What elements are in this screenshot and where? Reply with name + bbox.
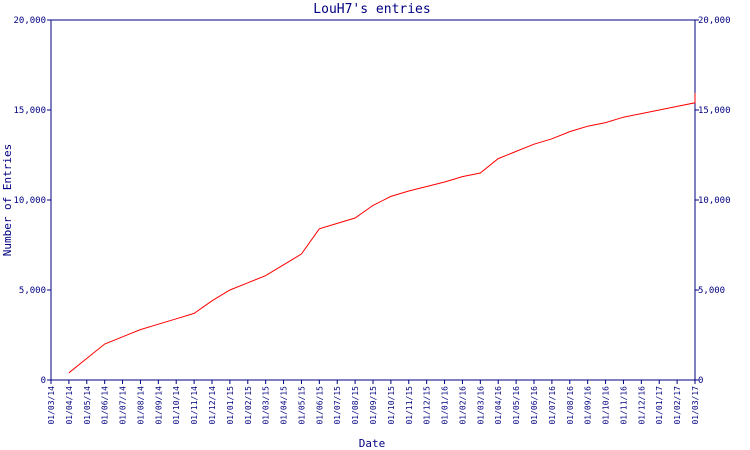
x-axis-label: Date [359, 437, 386, 450]
y-axis-label: Number of Entries [1, 144, 14, 257]
x-tick-label: 01/03/16 [476, 386, 485, 425]
x-tick-label: 01/02/16 [458, 386, 467, 425]
x-tick-label: 01/03/15 [262, 386, 271, 425]
y-tick-label-right: 15,000 [698, 106, 731, 116]
x-tick-label: 01/04/14 [65, 386, 74, 425]
x-tick-label: 01/10/14 [172, 386, 181, 425]
x-tick-label: 01/11/16 [619, 386, 628, 425]
x-tick-label: 01/06/14 [101, 386, 110, 425]
y-tick-label-left: 15,000 [13, 106, 46, 116]
y-tick-label-right: 0 [698, 376, 703, 386]
y-axis-left: 0 5,000 10,000 15,000 20,000 [13, 16, 51, 386]
y-tick-label-right: 20,000 [698, 16, 731, 26]
x-tick-label: 01/11/14 [190, 386, 199, 425]
x-tick-label: 01/10/15 [387, 386, 396, 425]
y-tick-label-left: 5,000 [19, 286, 46, 296]
series-line-entries [68, 92, 696, 374]
x-tick-label: 01/02/15 [244, 386, 253, 425]
chart-title: LouH7's entries [313, 2, 430, 17]
plot-area-frame [50, 19, 696, 381]
x-tick-label: 01/05/14 [83, 386, 92, 425]
x-tick-label: 01/12/16 [637, 386, 646, 425]
x-tick-label: 01/07/16 [548, 386, 557, 425]
x-tick-label: 01/06/15 [315, 386, 324, 425]
x-tick-label: 01/03/14 [47, 386, 56, 425]
x-tick-label: 01/09/15 [369, 386, 378, 425]
x-tick-label: 01/03/17 [691, 386, 700, 425]
y-tick-label-right: 5,000 [698, 286, 725, 296]
x-tick-label: 01/09/14 [154, 386, 163, 425]
y-tick-label-left: 20,000 [13, 16, 46, 26]
x-tick-label: 01/11/15 [405, 386, 414, 425]
x-tick-label: 01/05/15 [297, 386, 306, 425]
x-tick-label: 01/04/15 [280, 386, 289, 425]
x-tick-label: 01/10/16 [602, 386, 611, 425]
x-tick-label: 01/05/16 [512, 386, 521, 425]
x-tick-label: 01/04/16 [494, 386, 503, 425]
x-tick-label: 01/01/16 [441, 386, 450, 425]
x-tick-label: 01/09/16 [584, 386, 593, 425]
x-tick-label: 01/01/17 [655, 386, 664, 425]
x-axis: 01/03/14 01/04/14 01/05/14 01/06/14 01/07/14… [47, 380, 700, 425]
x-tick-label: 01/06/16 [530, 386, 539, 425]
x-tick-label: 01/12/15 [423, 386, 432, 425]
x-tick-label: 01/07/15 [333, 386, 342, 425]
y-axis-right: 0 5,000 10,000 15,000 20,000 [695, 16, 731, 386]
x-tick-label: 01/08/16 [566, 386, 575, 425]
x-tick-label: 01/08/14 [136, 386, 145, 425]
y-tick-label-left: 10,000 [13, 196, 46, 206]
x-tick-label: 01/02/17 [673, 386, 682, 425]
x-tick-label: 01/07/14 [119, 386, 128, 425]
x-tick-label: 01/08/15 [351, 386, 360, 425]
y-tick-label-right: 10,000 [698, 196, 731, 206]
y-tick-label-left: 0 [41, 376, 46, 386]
x-tick-label: 01/01/15 [226, 386, 235, 425]
x-tick-label: 01/12/14 [208, 386, 217, 425]
